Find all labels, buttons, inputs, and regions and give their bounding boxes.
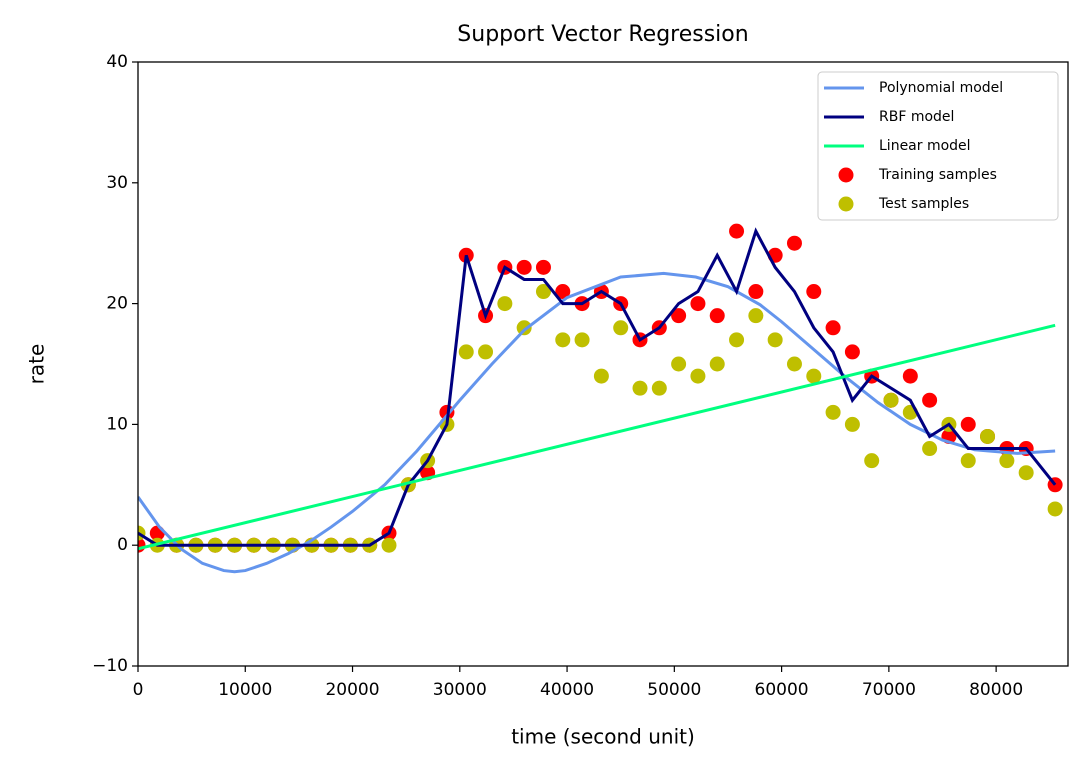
legend-label: Test samples (878, 196, 969, 212)
scatter-point (1018, 465, 1034, 481)
scatter-point (555, 332, 571, 348)
scatter-point (825, 404, 841, 420)
y-axis-label: rate (25, 344, 49, 385)
scatter-point (478, 344, 494, 360)
scatter-point (922, 441, 938, 457)
scatter-point (806, 368, 822, 384)
scatter-point (535, 284, 551, 300)
x-tick-label: 80000 (969, 680, 1023, 700)
legend-label: Linear model (879, 138, 971, 154)
legend-label: Training samples (878, 167, 997, 183)
legend-label: Polynomial model (879, 80, 1003, 96)
scatter-point (690, 296, 706, 312)
x-tick-label: 60000 (755, 680, 809, 700)
scatter-point (748, 284, 764, 300)
scatter-point (999, 453, 1015, 469)
x-tick-label: 10000 (218, 680, 272, 700)
y-tick-label: 20 (106, 294, 128, 314)
legend-box (817, 71, 1059, 221)
scatter-point (671, 356, 687, 372)
x-tick-label: 30000 (433, 680, 487, 700)
scatter-point (844, 344, 860, 360)
chart-title: Support Vector Regression (457, 22, 748, 47)
scatter-point (632, 380, 648, 396)
scatter-point (535, 259, 551, 275)
x-tick-label: 0 (133, 680, 144, 700)
plot-frame (137, 61, 1069, 667)
scatter-point (381, 537, 397, 553)
x-tick-label: 70000 (862, 680, 916, 700)
scatter-point (922, 392, 938, 408)
series-line (138, 271, 1056, 574)
scatter-point (651, 380, 667, 396)
scatter-point (902, 368, 918, 384)
scatter-point (960, 453, 976, 469)
scatter-point (806, 284, 822, 300)
scatter-point (574, 332, 590, 348)
plot-area (138, 223, 1063, 574)
series-line (138, 227, 1057, 547)
scatter-point (729, 223, 745, 239)
scatter-point (497, 296, 513, 312)
x-tick-label: 50000 (647, 680, 701, 700)
legend-swatch (838, 167, 854, 183)
scatter-point (980, 428, 996, 444)
scatter-point (690, 368, 706, 384)
scatter-point (555, 284, 571, 300)
scatter-point (709, 308, 725, 324)
scatter-point (960, 416, 976, 432)
scatter-point (458, 344, 474, 360)
scatter-point (709, 356, 725, 372)
x-tick-label: 20000 (325, 680, 379, 700)
scatter-point (671, 308, 687, 324)
scatter-point (516, 259, 532, 275)
scatter-point (786, 356, 802, 372)
y-tick-label: −10 (92, 656, 128, 676)
scatter-point (613, 320, 629, 336)
x-tick-label: 40000 (540, 680, 594, 700)
y-tick-label: 30 (106, 173, 128, 193)
scatter-point (883, 392, 899, 408)
scatter-point (516, 320, 532, 336)
y-tick-label: 40 (106, 52, 128, 72)
x-axis-label: time (second unit) (511, 725, 695, 749)
scatter-point (864, 453, 880, 469)
scatter-point (729, 332, 745, 348)
series-line (138, 323, 1056, 551)
scatter-point (1047, 501, 1063, 517)
scatter-point (786, 235, 802, 251)
scatter-point (844, 416, 860, 432)
legend-label: RBF model (879, 109, 954, 125)
scatter-point (748, 308, 764, 324)
y-tick-label: 0 (117, 535, 128, 555)
scatter-point (593, 368, 609, 384)
scatter-point (825, 320, 841, 336)
legend-swatch (838, 196, 854, 212)
y-tick-label: 10 (106, 414, 128, 434)
scatter-point (767, 332, 783, 348)
